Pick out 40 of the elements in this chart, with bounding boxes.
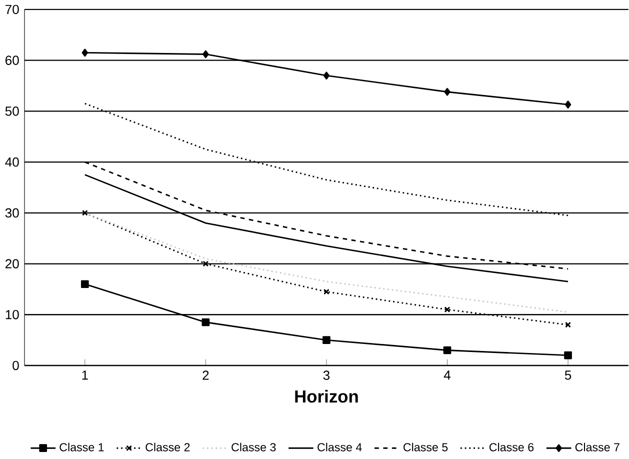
legend-label: Classe 6: [489, 442, 534, 452]
y-tick-label: 70: [6, 4, 19, 14]
point: [322, 336, 330, 344]
x-tick-label: 5: [564, 370, 572, 380]
point: [202, 318, 210, 326]
x-tick-label: 2: [202, 370, 209, 380]
point: [564, 100, 572, 108]
line-series: [84, 174, 569, 282]
y-tick-label: 0: [12, 360, 19, 370]
point: [202, 260, 209, 267]
point: [444, 88, 450, 96]
x-axis-title: Horizon: [295, 390, 358, 403]
line-series: [84, 102, 569, 216]
legend-label: Classe 3: [232, 442, 276, 452]
point: [202, 50, 209, 58]
point: [565, 322, 572, 328]
y-tick-label: 10: [6, 310, 19, 320]
y-tick-label: 30: [5, 208, 19, 218]
point: [82, 48, 88, 57]
point: [82, 210, 88, 216]
legend-label: Classe 4: [318, 442, 362, 452]
x-tick-label: 3: [323, 370, 330, 380]
point: [443, 346, 452, 354]
legend-label: Classe 1: [60, 442, 104, 452]
line-series: [84, 212, 569, 313]
line-series: [84, 161, 569, 270]
y-tick-label: 50: [5, 106, 19, 116]
legend-label: Classe 2: [146, 442, 190, 452]
y-tick-label: 20: [6, 259, 19, 268]
y-tick-label: 40: [5, 157, 19, 167]
point: [323, 288, 330, 295]
x-tick-label: 1: [82, 370, 88, 380]
y-tick-label: 60: [6, 56, 19, 65]
legend-label: Classe 7: [575, 442, 620, 452]
x-tick-label: 4: [444, 370, 450, 380]
point: [564, 351, 572, 360]
point: [323, 72, 330, 80]
point: [80, 280, 89, 288]
point: [444, 306, 450, 312]
legend-label: Classe 5: [404, 442, 448, 452]
